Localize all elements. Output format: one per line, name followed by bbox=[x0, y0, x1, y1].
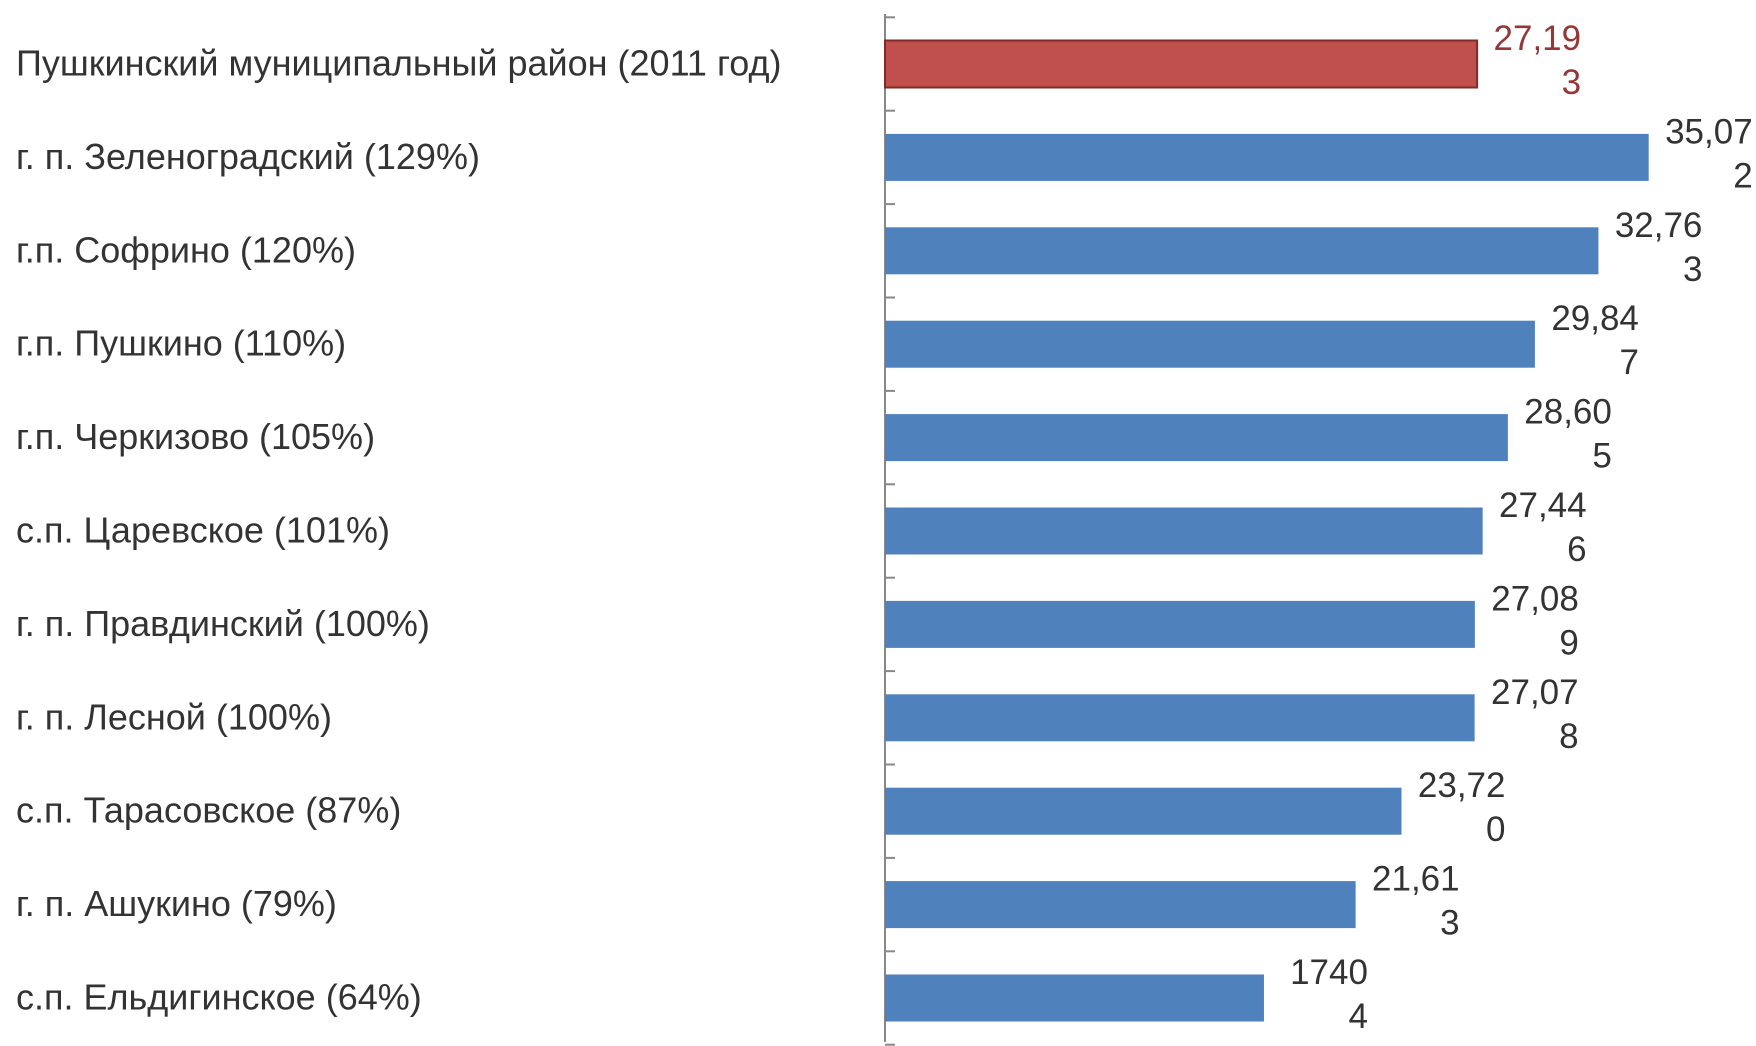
bar bbox=[884, 39, 1479, 89]
category-label: с.п. Царевское (101%) bbox=[16, 510, 390, 551]
bar bbox=[885, 787, 1402, 835]
data-label: 21,61 3 bbox=[1372, 860, 1460, 943]
data-label: 32,76 3 bbox=[1615, 206, 1703, 289]
bar bbox=[885, 974, 1264, 1022]
category-label: с.п. Ельдигинское (64%) bbox=[16, 977, 422, 1018]
data-label: 27,44 6 bbox=[1499, 486, 1587, 569]
data-label: 28,60 5 bbox=[1524, 393, 1612, 476]
data-label: 1740 4 bbox=[1290, 953, 1368, 1036]
data-label: 23,72 0 bbox=[1418, 766, 1506, 849]
bar bbox=[885, 227, 1599, 275]
category-label: г.п. Черкизово (105%) bbox=[16, 416, 375, 457]
category-label: г.п. Софрино (120%) bbox=[16, 229, 356, 270]
bar bbox=[885, 881, 1356, 929]
category-label: г. п. Правдинский (100%) bbox=[16, 603, 430, 644]
bar bbox=[885, 694, 1475, 742]
bar bbox=[885, 133, 1649, 181]
bar bbox=[885, 414, 1508, 462]
bar bbox=[885, 600, 1475, 648]
category-label: г. п. Зеленоградский (129%) bbox=[16, 136, 480, 177]
category-label: г.п. Пушкино (110%) bbox=[16, 323, 346, 364]
bar bbox=[885, 507, 1483, 555]
category-label: с.п. Тарасовское (87%) bbox=[16, 790, 401, 831]
data-label: 29,84 7 bbox=[1551, 299, 1639, 382]
category-label: Пушкинский муниципальный район (2011 год… bbox=[16, 43, 782, 84]
category-label: г. п. Ашукино (79%) bbox=[16, 883, 337, 924]
category-label: г. п. Лесной (100%) bbox=[16, 696, 332, 737]
data-label: 27,08 9 bbox=[1491, 580, 1579, 663]
data-label: 27,19 3 bbox=[1494, 19, 1582, 102]
data-label: 35,07 2 bbox=[1665, 113, 1753, 196]
bar bbox=[885, 320, 1535, 368]
data-label: 27,07 8 bbox=[1491, 673, 1579, 756]
